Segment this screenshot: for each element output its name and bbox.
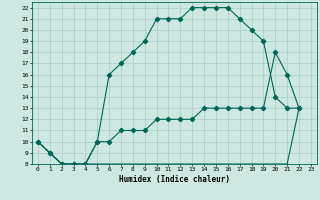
X-axis label: Humidex (Indice chaleur): Humidex (Indice chaleur) (119, 175, 230, 184)
